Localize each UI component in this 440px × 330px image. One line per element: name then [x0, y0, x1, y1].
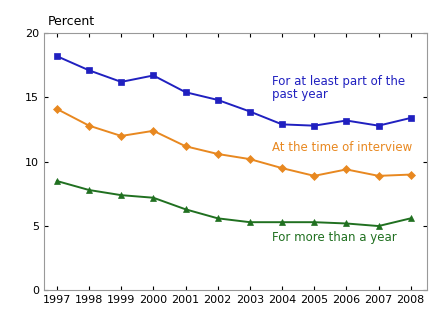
Text: For more than a year: For more than a year: [272, 231, 397, 244]
Text: For at least part of the: For at least part of the: [272, 76, 406, 88]
Text: past year: past year: [272, 88, 328, 101]
Text: Percent: Percent: [48, 15, 95, 28]
Text: At the time of interview: At the time of interview: [272, 141, 413, 154]
